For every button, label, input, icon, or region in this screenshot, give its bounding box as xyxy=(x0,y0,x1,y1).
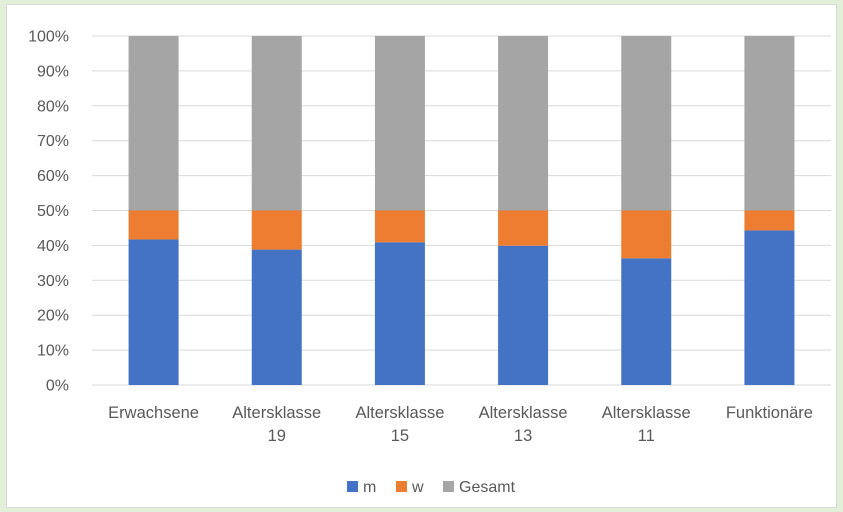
bar-segment-w xyxy=(251,210,302,250)
bar-segment-gesamt xyxy=(744,36,795,211)
bar-segment-m xyxy=(374,242,425,385)
x-axis-category-labels: Erwachsene Altersklasse 19 Altersklasse 15 Al… xyxy=(108,404,813,445)
y-tick-label: 50% xyxy=(37,203,69,220)
category-label: Altersklasse 19 xyxy=(232,404,321,445)
y-tick-label: 10% xyxy=(37,343,69,360)
bar-segment-m xyxy=(621,258,672,385)
category-label: Altersklasse 13 xyxy=(479,404,568,445)
category-label: Altersklasse 11 xyxy=(602,404,691,445)
legend-swatch-gesamt xyxy=(443,481,454,492)
bar-segment-m xyxy=(744,230,795,385)
bar-segment-m xyxy=(498,245,549,385)
bar-segment-gesamt xyxy=(621,36,672,211)
bar-segment-w xyxy=(374,210,425,243)
y-tick-label: 60% xyxy=(37,168,69,185)
bar-segment-gesamt xyxy=(498,36,549,211)
legend-label-gesamt: Gesamt xyxy=(459,479,516,496)
y-tick-label: 40% xyxy=(37,238,69,255)
y-tick-label: 20% xyxy=(37,308,69,325)
bar-segment-m xyxy=(251,249,302,385)
y-tick-label: 80% xyxy=(37,98,69,115)
legend: m w Gesamt xyxy=(347,479,516,496)
legend-swatch-w xyxy=(396,481,407,492)
bar-segment-w xyxy=(744,210,795,231)
y-tick-label: 100% xyxy=(28,29,69,46)
bar-segment-w xyxy=(621,210,672,259)
category-label: Funktionäre xyxy=(726,404,813,422)
category-label: Altersklasse 15 xyxy=(355,404,444,445)
bar-segment-gesamt xyxy=(374,36,425,211)
legend-label-m: m xyxy=(363,479,376,496)
legend-swatch-m xyxy=(347,481,358,492)
y-tick-label: 70% xyxy=(37,133,69,150)
bar-segment-m xyxy=(128,239,179,385)
legend-label-w: w xyxy=(411,479,424,496)
bar-segment-w xyxy=(498,210,549,246)
bar-segment-gesamt xyxy=(251,36,302,211)
gridlines xyxy=(92,35,831,386)
category-label: Erwachsene xyxy=(108,404,199,422)
y-tick-label: 30% xyxy=(37,273,69,290)
bars xyxy=(128,36,795,385)
y-axis-tick-labels: 0% 10% 20% 30% 40% 50% 60% 70% 80% 90% 100% xyxy=(28,29,69,395)
bar-segment-w xyxy=(128,210,179,240)
y-tick-label: 0% xyxy=(46,378,69,395)
bar-segment-gesamt xyxy=(128,36,179,211)
y-tick-label: 90% xyxy=(37,63,69,80)
